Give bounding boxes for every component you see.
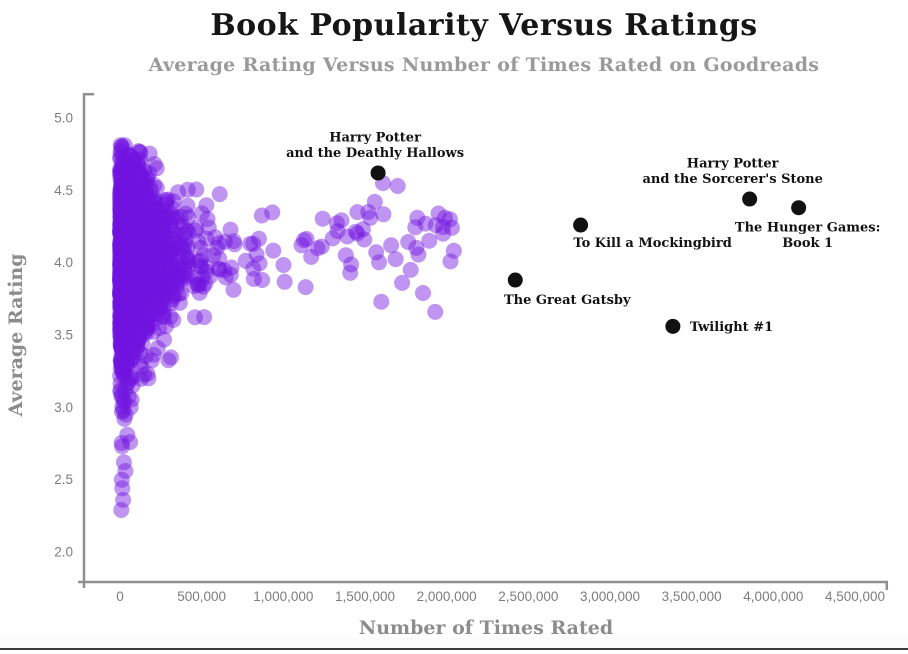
x-tick-label: 3,000,000 <box>580 589 640 604</box>
y-tick-label: 2.0 <box>54 545 73 560</box>
highlighted-point-label: Harry Potter <box>687 157 779 172</box>
x-tick-labels: 0 500,000 1,000,000 1,500,000 2,000,000 2,500… <box>116 589 885 604</box>
y-tick-labels: 5.0 4.5 4.0 3.5 3.0 2.5 2.0 <box>54 111 73 560</box>
y-tick-label: 3.0 <box>54 400 73 415</box>
highlighted-point-label: The Great Gatsby <box>504 293 631 308</box>
x-tick-label: 1,000,000 <box>253 589 313 604</box>
highlighted-point-label: Book 1 <box>782 236 833 251</box>
y-tick-label: 3.5 <box>54 328 73 343</box>
x-tick-label: 4,000,000 <box>743 589 803 604</box>
x-tick-label: 2,500,000 <box>498 589 558 604</box>
background-cloud <box>112 137 462 518</box>
y-tick-label: 4.0 <box>54 255 73 270</box>
highlighted-point-label: and the Deathly Hallows <box>286 146 464 161</box>
x-axis-title: Number of Times Rated <box>359 617 613 639</box>
highlighted-point-dot <box>665 318 681 334</box>
highlighted-point-label: and the Sorcerer's Stone <box>642 172 822 187</box>
highlighted-point-dot <box>370 165 386 181</box>
x-tick-label: 3,500,000 <box>662 589 722 604</box>
x-tick-label: 4,500,000 <box>825 589 885 604</box>
y-tick-label: 2.5 <box>54 472 73 487</box>
highlighted-point-label: Harry Potter <box>329 130 421 145</box>
bottom-strip <box>0 637 908 648</box>
x-tick-label: 500,000 <box>177 589 226 604</box>
page-subtitle: Average Rating Versus Number of Times Ra… <box>148 54 820 76</box>
x-tick-label: 1,500,000 <box>335 589 395 604</box>
highlighted-point-label: Twilight #1 <box>690 320 773 335</box>
y-tick-label: 4.5 <box>54 183 73 198</box>
y-axis-title: Average Rating <box>5 253 27 417</box>
x-tick-label: 2,000,000 <box>417 589 477 604</box>
highlighted-point-dot <box>791 200 807 216</box>
highlighted-point-label: The Hunger Games: <box>735 221 881 236</box>
highlighted-point-label: To Kill a Mockingbird <box>573 236 731 251</box>
x-tick-label: 0 <box>116 589 124 604</box>
y-tick-label: 5.0 <box>54 111 73 126</box>
highlighted-point-dot <box>573 217 589 233</box>
highlighted-point-dot <box>507 272 523 288</box>
axes <box>78 92 889 590</box>
window-bottom-edge <box>0 648 908 650</box>
page-title: Book Popularity Versus Ratings <box>210 8 758 43</box>
highlighted-point-dot <box>742 191 758 207</box>
